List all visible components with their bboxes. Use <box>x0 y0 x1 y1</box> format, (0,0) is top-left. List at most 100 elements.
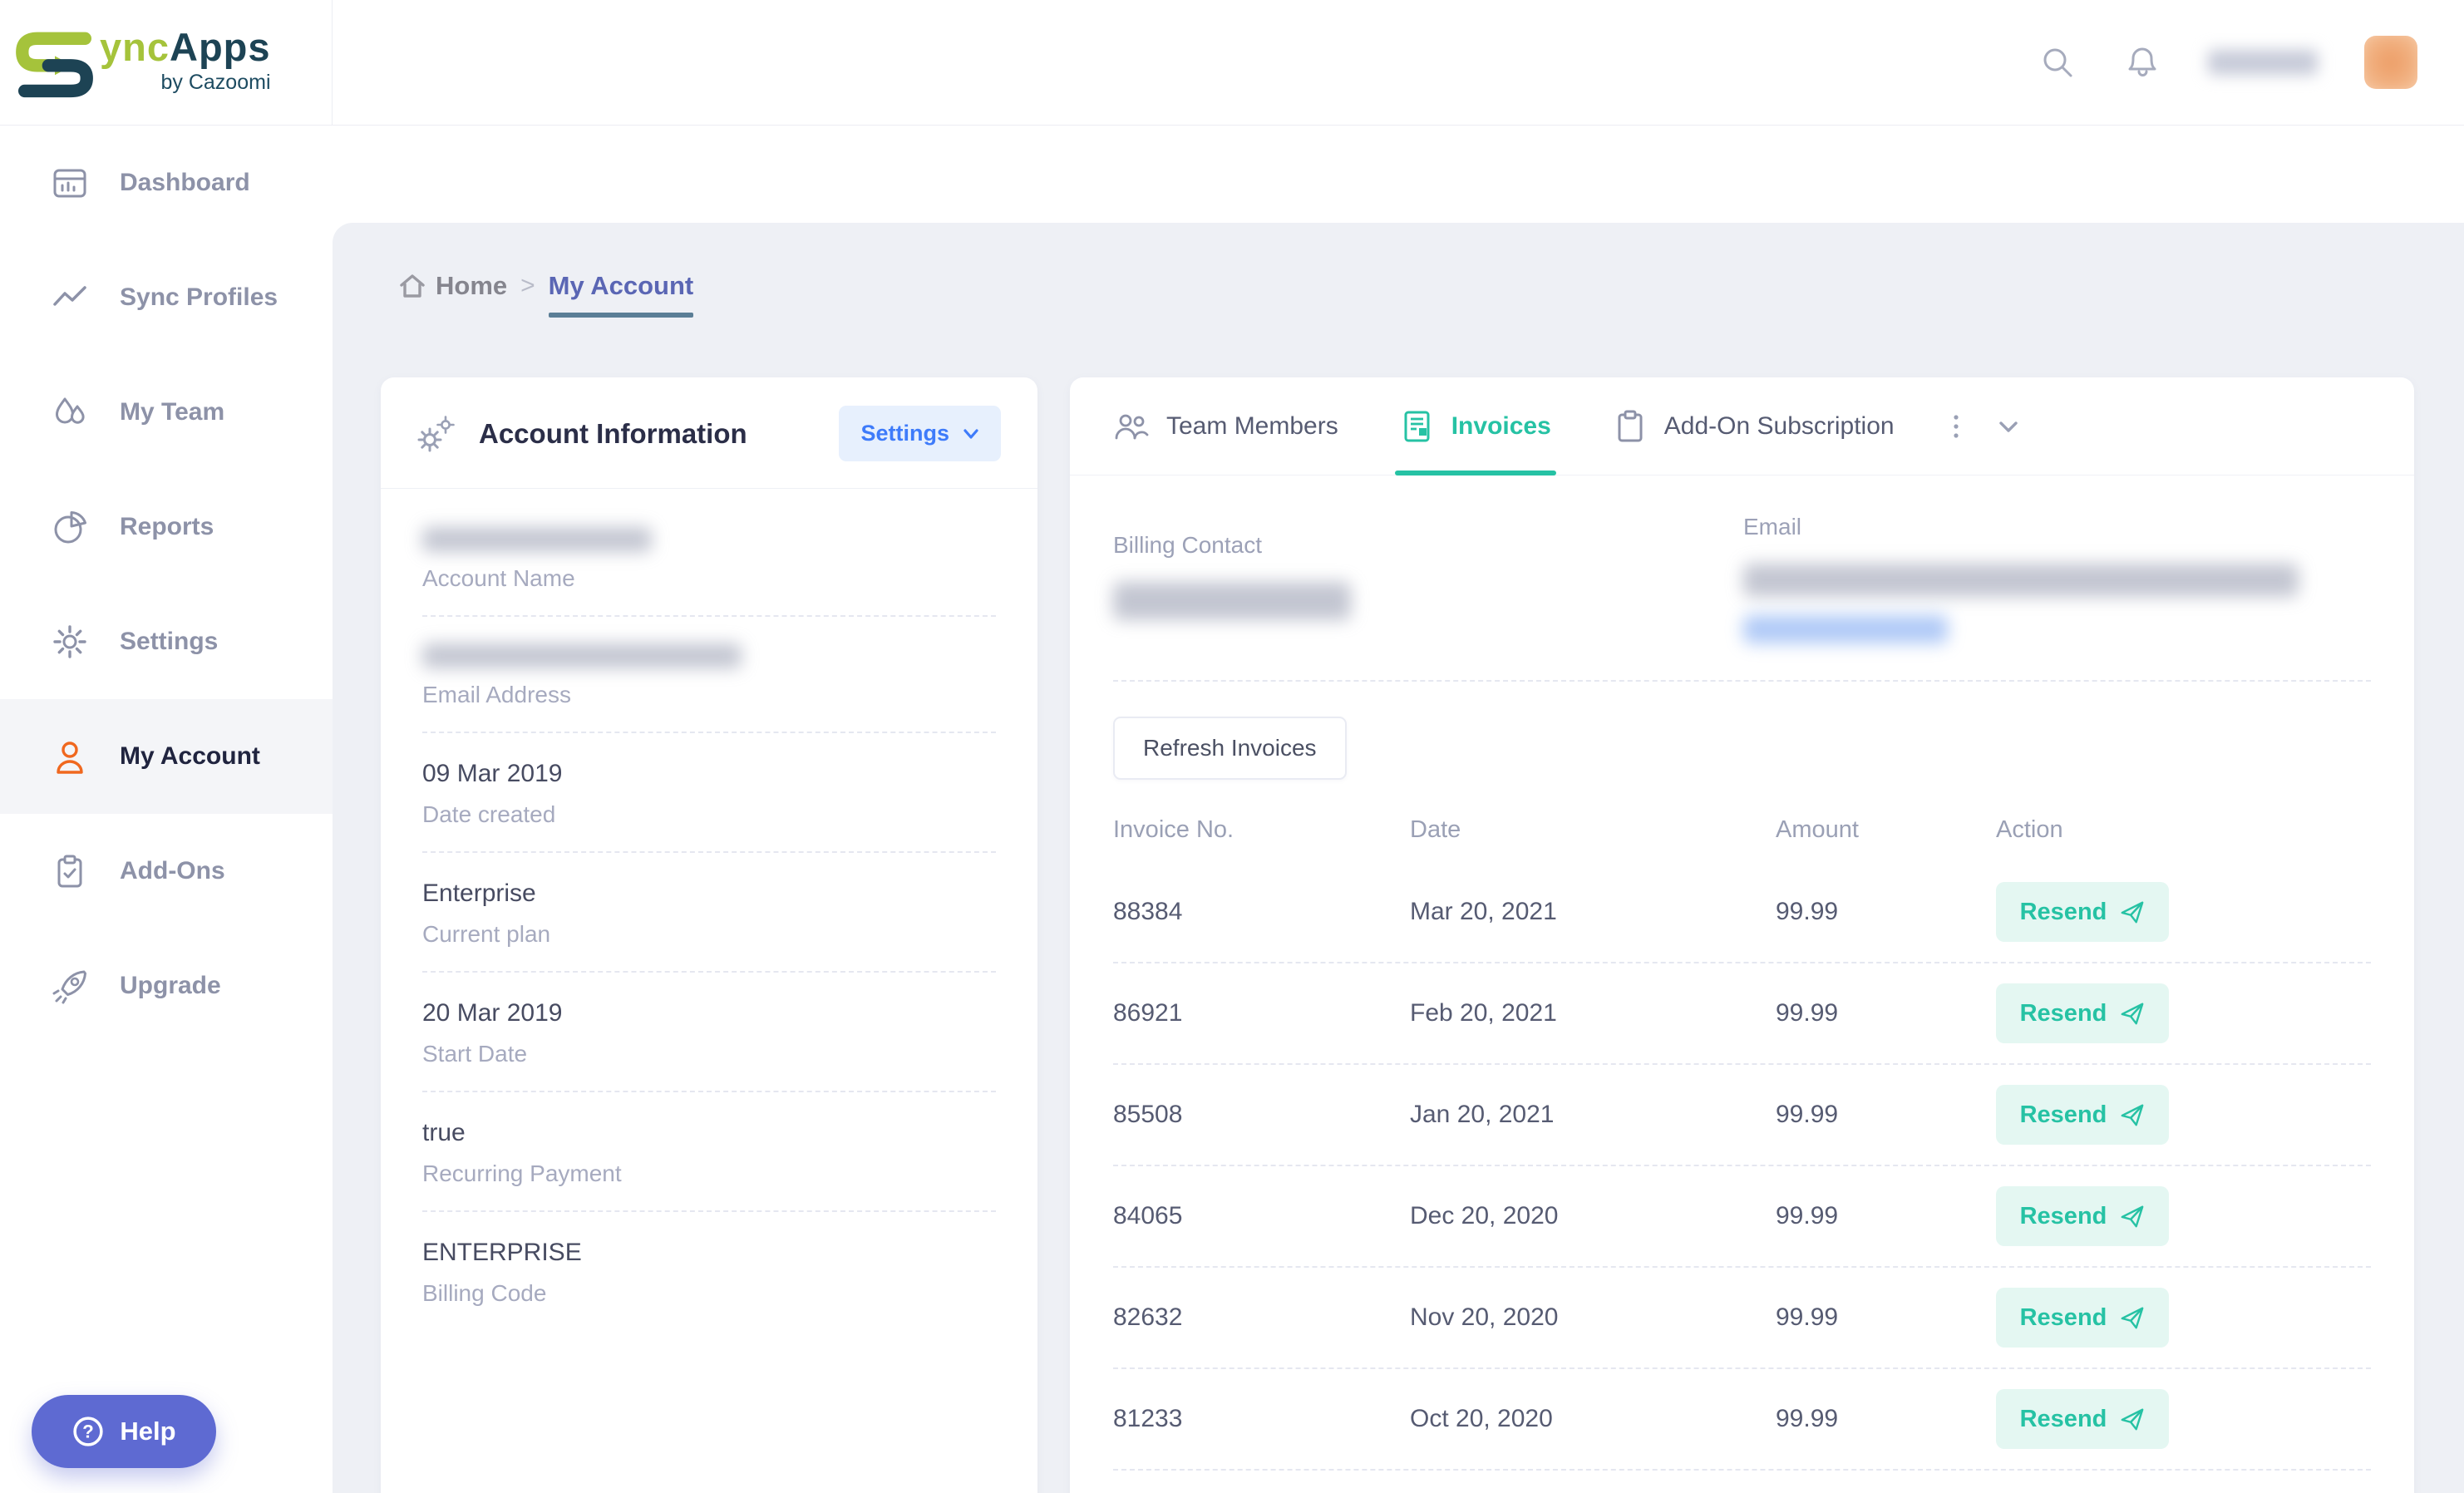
add-ons-clipboard-icon <box>57 855 82 888</box>
paper-plane-icon <box>2121 901 2144 924</box>
account-field-account-name: Account Name <box>422 500 996 617</box>
content-area: Home > My Account <box>333 126 2464 1493</box>
help-button[interactable]: ? Help <box>32 1395 216 1468</box>
invoices-table: Invoice No. Date Amount Action 88384 Mar… <box>1113 800 2371 1471</box>
header-actions <box>2038 0 2417 125</box>
search-icon[interactable] <box>2038 43 2077 81</box>
tab-team-members[interactable]: Team Members <box>1113 377 1338 475</box>
invoices-table-header: Invoice No. Date Amount Action <box>1113 800 2371 862</box>
field-value: 09 Mar 2019 <box>422 760 563 787</box>
sidebar-item-reports[interactable]: Reports <box>0 470 333 584</box>
breadcrumb-underline <box>548 313 694 318</box>
date-cell: Feb 20, 2021 <box>1410 999 1557 1027</box>
logo-wrap: yncApps by Cazoomi <box>13 26 271 99</box>
field-value: ENTERPRISE <box>422 1239 582 1266</box>
account-fields: Account Name Email Address 09 Mar 2019 D… <box>381 489 1037 1330</box>
brand-name-green: ync <box>100 25 170 69</box>
upgrade-rocket-icon <box>52 970 86 1004</box>
account-field-start-date: 20 Mar 2019 Start Date <box>422 973 996 1092</box>
sidebar-item-label: Add-Ons <box>120 857 225 884</box>
invoice-row: 88384 Mar 20, 2021 99.99 Resend <box>1113 862 2371 963</box>
breadcrumb-separator: > <box>520 272 535 299</box>
user-name-redacted[interactable] <box>2208 50 2318 75</box>
breadcrumb-current[interactable]: My Account <box>548 271 694 318</box>
avatar-blur <box>2364 36 2417 89</box>
col-header-date: Date <box>1410 816 1461 843</box>
resend-button[interactable]: Resend <box>1996 1389 2169 1449</box>
tab-label: Team Members <box>1166 411 1338 440</box>
billing-contact-redacted-value <box>1113 582 1351 620</box>
resend-button[interactable]: Resend <box>1996 983 2169 1043</box>
resend-button[interactable]: Resend <box>1996 1288 2169 1348</box>
field-label: Billing Code <box>422 1280 547 1306</box>
refresh-invoices-button[interactable]: Refresh Invoices <box>1113 717 1347 780</box>
paper-plane-icon <box>2121 1003 2144 1025</box>
invoice-row: 86921 Feb 20, 2021 99.99 Resend <box>1113 963 2371 1065</box>
brand-name-dark: Apps <box>170 25 271 69</box>
field-label: Date created <box>422 801 556 827</box>
my-account-user-icon <box>57 742 83 774</box>
team-members-icon <box>1115 414 1149 439</box>
brand-byline: by Cazoomi <box>160 71 271 94</box>
paper-plane-icon <box>2121 1307 2144 1329</box>
sidebar-item-label: Upgrade <box>120 972 221 999</box>
logo[interactable]: yncApps by Cazoomi <box>0 0 333 125</box>
account-field-current-plan: Enterprise Current plan <box>422 853 996 973</box>
sidebar-item-dashboard[interactable]: Dashboard <box>0 126 333 240</box>
field-value: true <box>422 1119 466 1146</box>
invoice-row: 84065 Dec 20, 2020 99.99 Resend <box>1113 1166 2371 1268</box>
sidebar-item-label: Reports <box>120 513 214 540</box>
sidebar-item-settings[interactable]: Settings <box>0 584 333 699</box>
account-field-date-created: 09 Mar 2019 Date created <box>422 733 996 853</box>
invoice-no-cell: 82632 <box>1113 1303 1183 1331</box>
account-information-card: Account Information Settings Account Nam… <box>381 377 1037 1493</box>
sidebar-item-label: Dashboard <box>120 169 250 196</box>
main-panel: Home > My Account <box>333 223 2464 1493</box>
change-email-redacted-link[interactable] <box>1743 615 1948 643</box>
syncapps-s-arrow-icon <box>16 32 93 98</box>
paper-plane-icon <box>2121 1205 2144 1228</box>
logo-text: yncApps by Cazoomi <box>100 26 271 95</box>
amount-cell: 99.99 <box>1776 1405 1839 1432</box>
paper-plane-icon <box>2121 1104 2144 1126</box>
tab-invoices[interactable]: Invoices <box>1394 377 1556 475</box>
home-icon <box>400 274 425 298</box>
chevron-down-icon <box>963 428 978 439</box>
amount-cell: 99.99 <box>1776 999 1839 1027</box>
sidebar-item-label: My Account <box>120 742 260 770</box>
account-info-gears-icon <box>417 415 455 451</box>
top-header: yncApps by Cazoomi <box>0 0 2464 126</box>
resend-label: Resend <box>2019 898 2107 925</box>
invoices-card: Team Members Invoices <box>1070 377 2414 1493</box>
sidebar-item-my-account[interactable]: My Account <box>0 699 333 814</box>
section-divider <box>1113 680 2371 682</box>
tabs-collapse-chevron-icon[interactable] <box>1998 418 2019 435</box>
avatar[interactable] <box>2364 36 2417 89</box>
sidebar-item-add-ons[interactable]: Add-Ons <box>0 814 333 929</box>
field-label: Account Name <box>422 565 575 591</box>
invoice-no-cell: 81233 <box>1113 1405 1183 1432</box>
sidebar-item-my-team[interactable]: My Team <box>0 355 333 470</box>
tabs-row: Team Members Invoices <box>1070 377 2414 475</box>
tab-label: Invoices <box>1451 411 1551 440</box>
notifications-bell-icon[interactable] <box>2123 43 2161 81</box>
resend-label: Resend <box>2019 1405 2107 1432</box>
sidebar-item-sync-profiles[interactable]: Sync Profiles <box>0 240 333 355</box>
account-settings-button[interactable]: Settings <box>839 406 1001 461</box>
invoice-row: 82632 Nov 20, 2020 99.99 Resend <box>1113 1268 2371 1369</box>
resend-button[interactable]: Resend <box>1996 882 2169 942</box>
breadcrumb-home[interactable]: Home <box>399 271 507 301</box>
email-redacted-value <box>422 643 742 668</box>
tab-add-on-subscription[interactable]: Add-On Subscription <box>1613 377 1895 475</box>
resend-button[interactable]: Resend <box>1996 1186 2169 1246</box>
sidebar-item-label: My Team <box>120 398 225 426</box>
resend-button[interactable]: Resend <box>1996 1085 2169 1145</box>
more-kebab-icon[interactable] <box>1951 414 1961 439</box>
invoice-no-cell: 86921 <box>1113 999 1183 1027</box>
invoice-row: 81233 Oct 20, 2020 99.99 Resend <box>1113 1369 2371 1471</box>
field-label: Recurring Payment <box>422 1160 622 1186</box>
paper-plane-icon <box>2121 1408 2144 1431</box>
help-button-label: Help <box>120 1417 176 1446</box>
col-header-amount: Amount <box>1776 816 1859 843</box>
sidebar-item-upgrade[interactable]: Upgrade <box>0 929 333 1043</box>
